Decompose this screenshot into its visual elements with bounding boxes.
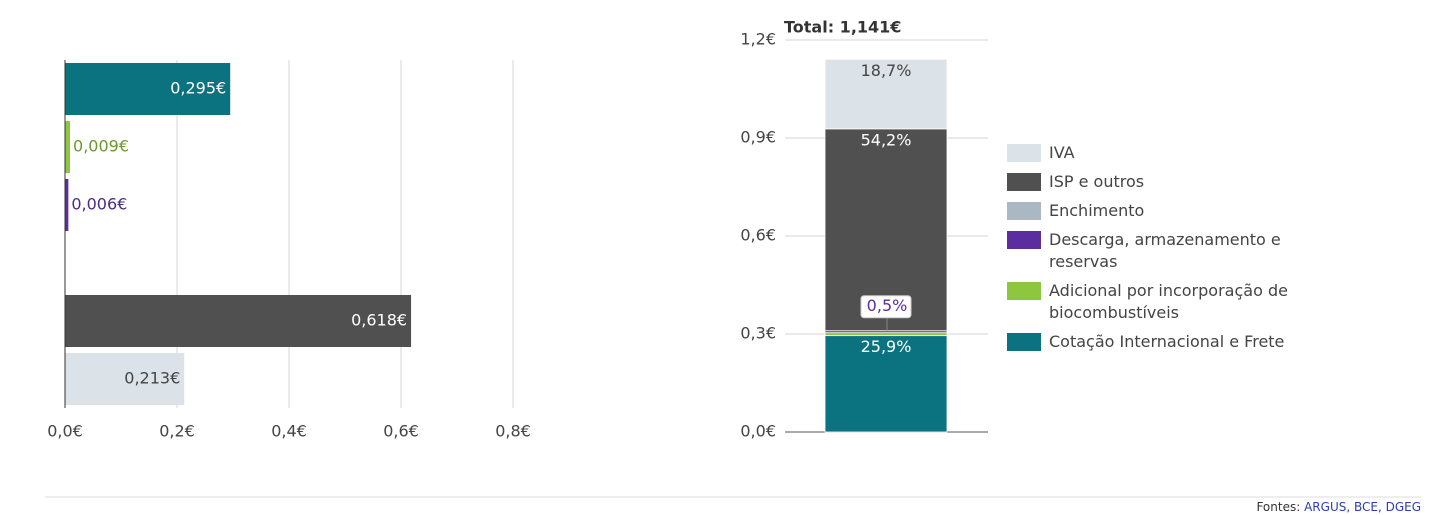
legend: IVA ISP e outros Enchimento Descarga, armaz… (1007, 142, 1337, 360)
bar (65, 121, 71, 173)
footer: Fontes: ARGUS, BCE, DGEG (1256, 500, 1421, 514)
value-label: 0,618€ (351, 311, 407, 330)
legend-label: IVA (1049, 143, 1075, 162)
bar (65, 179, 69, 231)
legend-item[interactable]: Descarga, armazenamento e reservas (1007, 229, 1337, 273)
legend-item[interactable]: ISP e outros (1007, 171, 1337, 193)
legend-label: Adicional por incorporação de biocombust… (1049, 281, 1288, 322)
value-label: 0,295€ (170, 79, 226, 98)
chart-title: Total: 1,141€ (784, 18, 901, 37)
legend-label: Cotação Internacional e Frete (1049, 332, 1285, 351)
x-tick-label: 0,4€ (271, 422, 307, 441)
share-label: 25,9% (861, 337, 912, 356)
legend-swatch (1007, 173, 1041, 191)
legend-swatch (1007, 333, 1041, 351)
legend-label: Enchimento (1049, 201, 1145, 220)
footer-label: Fontes: (1256, 500, 1301, 514)
y-tick-label: 1,2€ (740, 30, 776, 49)
share-label: 54,2% (861, 130, 912, 149)
bar (65, 295, 412, 347)
value-label: 0,009€ (73, 137, 129, 156)
legend-item[interactable]: Enchimento (1007, 200, 1337, 222)
legend-swatch (1007, 144, 1041, 162)
y-tick-label: 0,0€ (740, 422, 776, 441)
legend-label: Descarga, armazenamento e reservas (1049, 230, 1281, 271)
value-label: 0,213€ (124, 369, 180, 388)
value-label: 0,006€ (71, 195, 127, 214)
legend-swatch (1007, 231, 1041, 249)
share-label: 18,7% (861, 61, 912, 80)
footer-sources[interactable]: ARGUS, BCE, DGEG (1304, 500, 1421, 514)
x-tick-label: 0,0€ (47, 422, 83, 441)
y-tick-label: 0,6€ (740, 226, 776, 245)
legend-item[interactable]: Adicional por incorporação de biocombust… (1007, 280, 1337, 324)
stack-segment (824, 58, 948, 130)
legend-label: ISP e outros (1049, 172, 1145, 191)
x-tick-label: 0,2€ (159, 422, 195, 441)
x-tick-label: 0,8€ (495, 422, 531, 441)
stack-segment (824, 332, 948, 337)
legend-swatch (1007, 282, 1041, 300)
y-tick-label: 0,3€ (740, 324, 776, 343)
share-label: 0,5% (867, 296, 908, 315)
legend-item[interactable]: IVA (1007, 142, 1337, 164)
x-tick-label: 0,6€ (383, 422, 419, 441)
label-box (860, 295, 912, 319)
bar (65, 63, 231, 115)
legend-item[interactable]: Cotação Internacional e Frete (1007, 331, 1337, 353)
bar (65, 353, 185, 405)
y-tick-label: 0,9€ (740, 128, 776, 147)
legend-swatch (1007, 202, 1041, 220)
stack-segment (824, 335, 948, 433)
